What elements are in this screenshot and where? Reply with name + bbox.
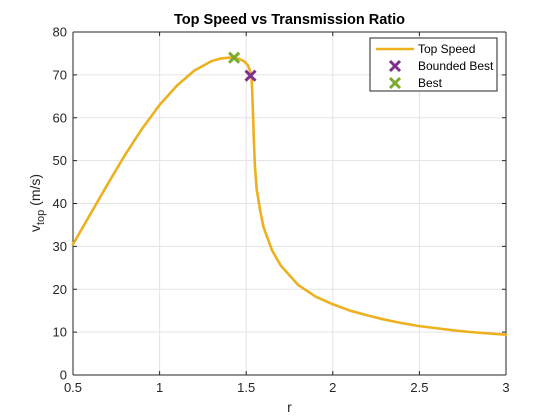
x-tick-label: 1.5 bbox=[237, 380, 255, 395]
y-tick-label: 70 bbox=[53, 67, 67, 82]
marker-best bbox=[228, 51, 241, 64]
x-tick-label: 2 bbox=[329, 380, 336, 395]
y-axis-label-subscript: top bbox=[35, 210, 47, 225]
x-tick-label: 0.5 bbox=[64, 380, 82, 395]
ticks bbox=[72, 31, 507, 376]
legend-item-best: Best bbox=[388, 76, 443, 90]
x-tick-label: 1 bbox=[156, 380, 163, 395]
legend-label-bounded-best: Bounded Best bbox=[418, 59, 494, 73]
x-tick-label: 3 bbox=[502, 380, 509, 395]
legend-label-top-speed: Top Speed bbox=[418, 42, 475, 56]
marker-bounded-best bbox=[244, 69, 257, 82]
y-axis-label-unit: (m/s) bbox=[27, 174, 43, 210]
legend: Top Speed Bounded Best Best bbox=[369, 37, 498, 92]
y-axis-label-main: v bbox=[27, 225, 43, 232]
y-tick-label: 60 bbox=[53, 110, 67, 125]
y-axis-label: vtop (m/s) bbox=[27, 174, 47, 232]
y-tick-label: 10 bbox=[53, 325, 67, 340]
legend-label-best: Best bbox=[418, 76, 443, 90]
legend-item-top-speed: Top Speed bbox=[376, 42, 475, 56]
legend-marker-best bbox=[388, 76, 402, 90]
legend-box bbox=[369, 37, 498, 92]
chart-title: Top Speed vs Transmission Ratio bbox=[174, 12, 405, 28]
x-axis-label: r bbox=[287, 399, 292, 415]
x-tick-label: 2.5 bbox=[410, 380, 428, 395]
y-tick-label: 30 bbox=[53, 239, 67, 254]
y-tick-label: 0 bbox=[60, 368, 67, 383]
legend-marker-bounded-best bbox=[388, 59, 402, 73]
y-tick-label: 80 bbox=[53, 25, 67, 40]
y-tick-label: 40 bbox=[53, 196, 67, 211]
legend-swatch-best bbox=[388, 76, 402, 90]
y-tick-label: 20 bbox=[53, 282, 67, 297]
y-tick-label: 50 bbox=[53, 153, 67, 168]
series-line-top-speed bbox=[71, 56, 508, 337]
series-layer bbox=[71, 56, 508, 337]
legend-swatch-bounded-best bbox=[388, 59, 402, 73]
marker-layer bbox=[228, 51, 257, 82]
legend-item-bounded-best: Bounded Best bbox=[388, 59, 494, 73]
